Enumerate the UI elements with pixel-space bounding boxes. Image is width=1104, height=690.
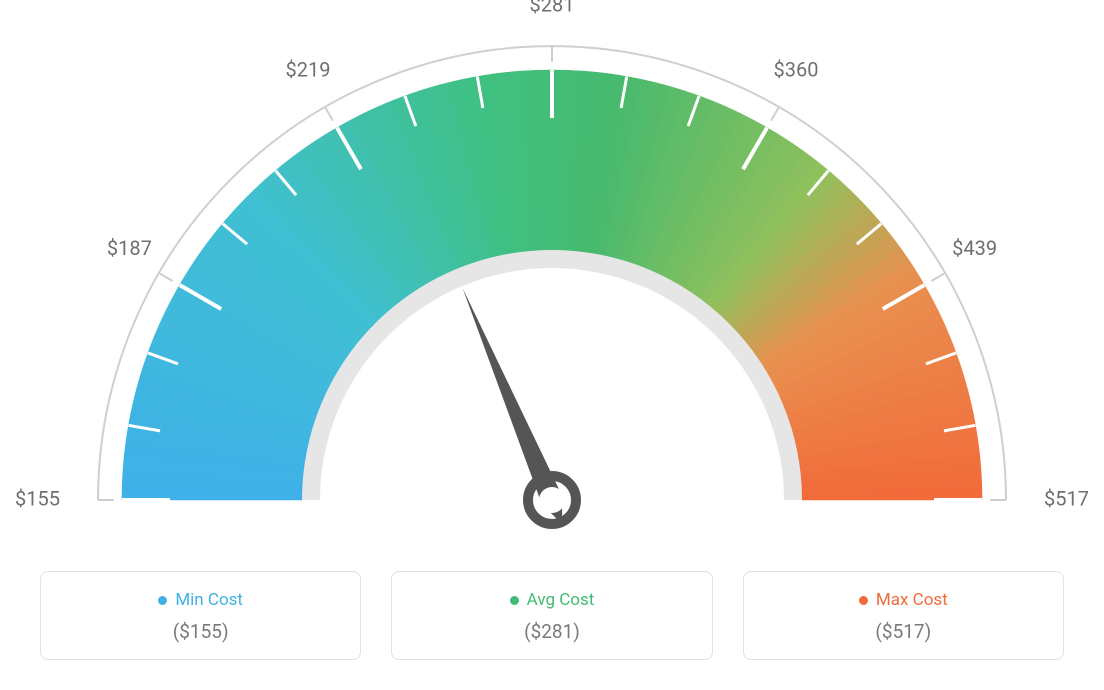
gauge-svg: $155 $187 $219 $281 $360 $439 $517 [0,0,1104,560]
min-dot [158,596,167,605]
max-label: Max Cost [876,590,948,610]
svg-text:$187: $187 [107,236,152,260]
min-cost-box: Min Cost ($155) [40,571,361,661]
cost-gauge: $155 $187 $219 $281 $360 $439 $517 [0,0,1104,560]
avg-label: Avg Cost [527,590,595,610]
avg-value: ($281) [402,620,701,643]
svg-text:$219: $219 [285,58,330,82]
max-dot [859,596,868,605]
svg-text:$281: $281 [530,0,575,16]
avg-dot [510,596,519,605]
min-value: ($155) [51,620,350,643]
avg-cost-box: Avg Cost ($281) [391,571,712,661]
svg-text:$155: $155 [15,486,60,510]
max-cost-box: Max Cost ($517) [743,571,1064,661]
svg-text:$360: $360 [774,58,819,82]
min-label: Min Cost [175,590,243,610]
svg-text:$517: $517 [1044,486,1089,510]
svg-text:$439: $439 [952,236,997,260]
max-value: ($517) [754,620,1053,643]
summary-row: Min Cost ($155) Avg Cost ($281) Max Cost… [40,571,1064,661]
